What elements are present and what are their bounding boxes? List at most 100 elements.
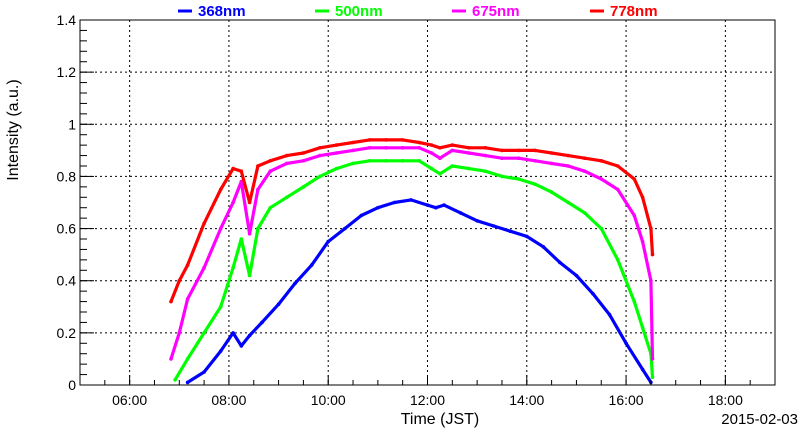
legend-label: 778nm [610,3,658,20]
data-point [467,151,471,155]
data-point [202,370,206,374]
data-point [616,164,620,168]
data-point [442,203,446,207]
data-point [334,151,339,155]
data-point [566,164,570,168]
data-point [400,159,405,163]
data-point [425,203,430,207]
data-point [177,278,182,283]
data-point [500,156,504,160]
data-point [169,357,173,361]
data-point [541,245,546,249]
data-point [351,161,355,166]
grid-layer [80,20,775,385]
data-point [301,151,306,155]
data-point [429,143,434,147]
data-point [450,164,455,168]
data-point [384,138,388,142]
series-368nm [186,198,653,384]
data-point [516,148,521,153]
data-point [632,177,637,181]
data-point [640,367,645,372]
data-point [525,234,529,239]
ticks-layer: 06:00 08:00 10:00 12:00 14:00 16:00 18:00 0 0.2 0… [57,12,776,408]
data-point [599,177,604,181]
data-point [491,224,496,228]
data-point [632,213,637,218]
x-tick-label: 12:00 [410,392,445,408]
data-point [640,195,645,200]
series-layer [169,138,655,385]
data-point [359,213,364,218]
y-tick-label: 0.8 [57,168,77,184]
data-point [467,166,471,171]
data-point [309,263,314,267]
legend-label: 675nm [472,3,520,20]
data-point [640,325,645,330]
data-point [334,166,339,171]
data-point [239,169,244,173]
data-point [549,161,554,166]
data-point [516,156,521,160]
data-point [616,187,620,192]
data-point [185,357,190,361]
data-point [301,185,306,189]
data-point [276,302,281,307]
data-point [624,341,628,346]
data-point [582,169,587,173]
legend-label: 500nm [335,3,383,20]
x-tick-label: 06:00 [112,392,147,408]
data-point [185,297,190,301]
data-point [417,146,422,150]
y-tick-label: 1.2 [57,64,77,80]
y-tick-label: 0 [68,377,76,393]
data-point [334,143,339,147]
data-point [367,159,372,163]
data-point [239,344,244,348]
data-point [169,299,173,304]
data-point [533,148,537,153]
x-tick-label: 16:00 [609,392,644,408]
data-point [599,226,604,231]
legend: 368nm 500nm 675nm 778nm [178,3,658,20]
data-point [218,349,223,353]
data-point [285,161,289,166]
data-point [268,159,273,163]
data-point [177,331,182,335]
data-point [483,153,488,158]
data-point [649,226,653,231]
data-point [533,159,537,163]
data-point [438,172,442,176]
data-point [607,312,612,317]
data-point [218,226,223,231]
data-point [256,226,260,231]
data-point [417,140,422,145]
x-tick-label: 10:00 [311,392,346,408]
x-tick-label: 18:00 [708,392,743,408]
data-point [231,200,235,205]
data-point [640,239,645,244]
data-point [516,177,521,181]
data-point [400,146,405,150]
data-point [268,169,273,173]
data-point [533,182,537,186]
data-point [351,148,355,153]
data-point [650,375,655,380]
x-tick-label: 08:00 [211,392,246,408]
data-point [409,198,413,202]
data-point [599,159,604,163]
data-point [392,200,397,205]
data-point [508,229,512,233]
data-point [301,159,306,163]
data-point [231,331,235,335]
data-point [483,169,488,173]
data-point [438,156,442,160]
data-point [351,140,355,145]
data-point [429,151,434,155]
data-point [558,260,562,265]
data-point [458,211,463,215]
data-point [582,156,587,160]
data-point [247,200,252,205]
data-point [566,200,570,205]
